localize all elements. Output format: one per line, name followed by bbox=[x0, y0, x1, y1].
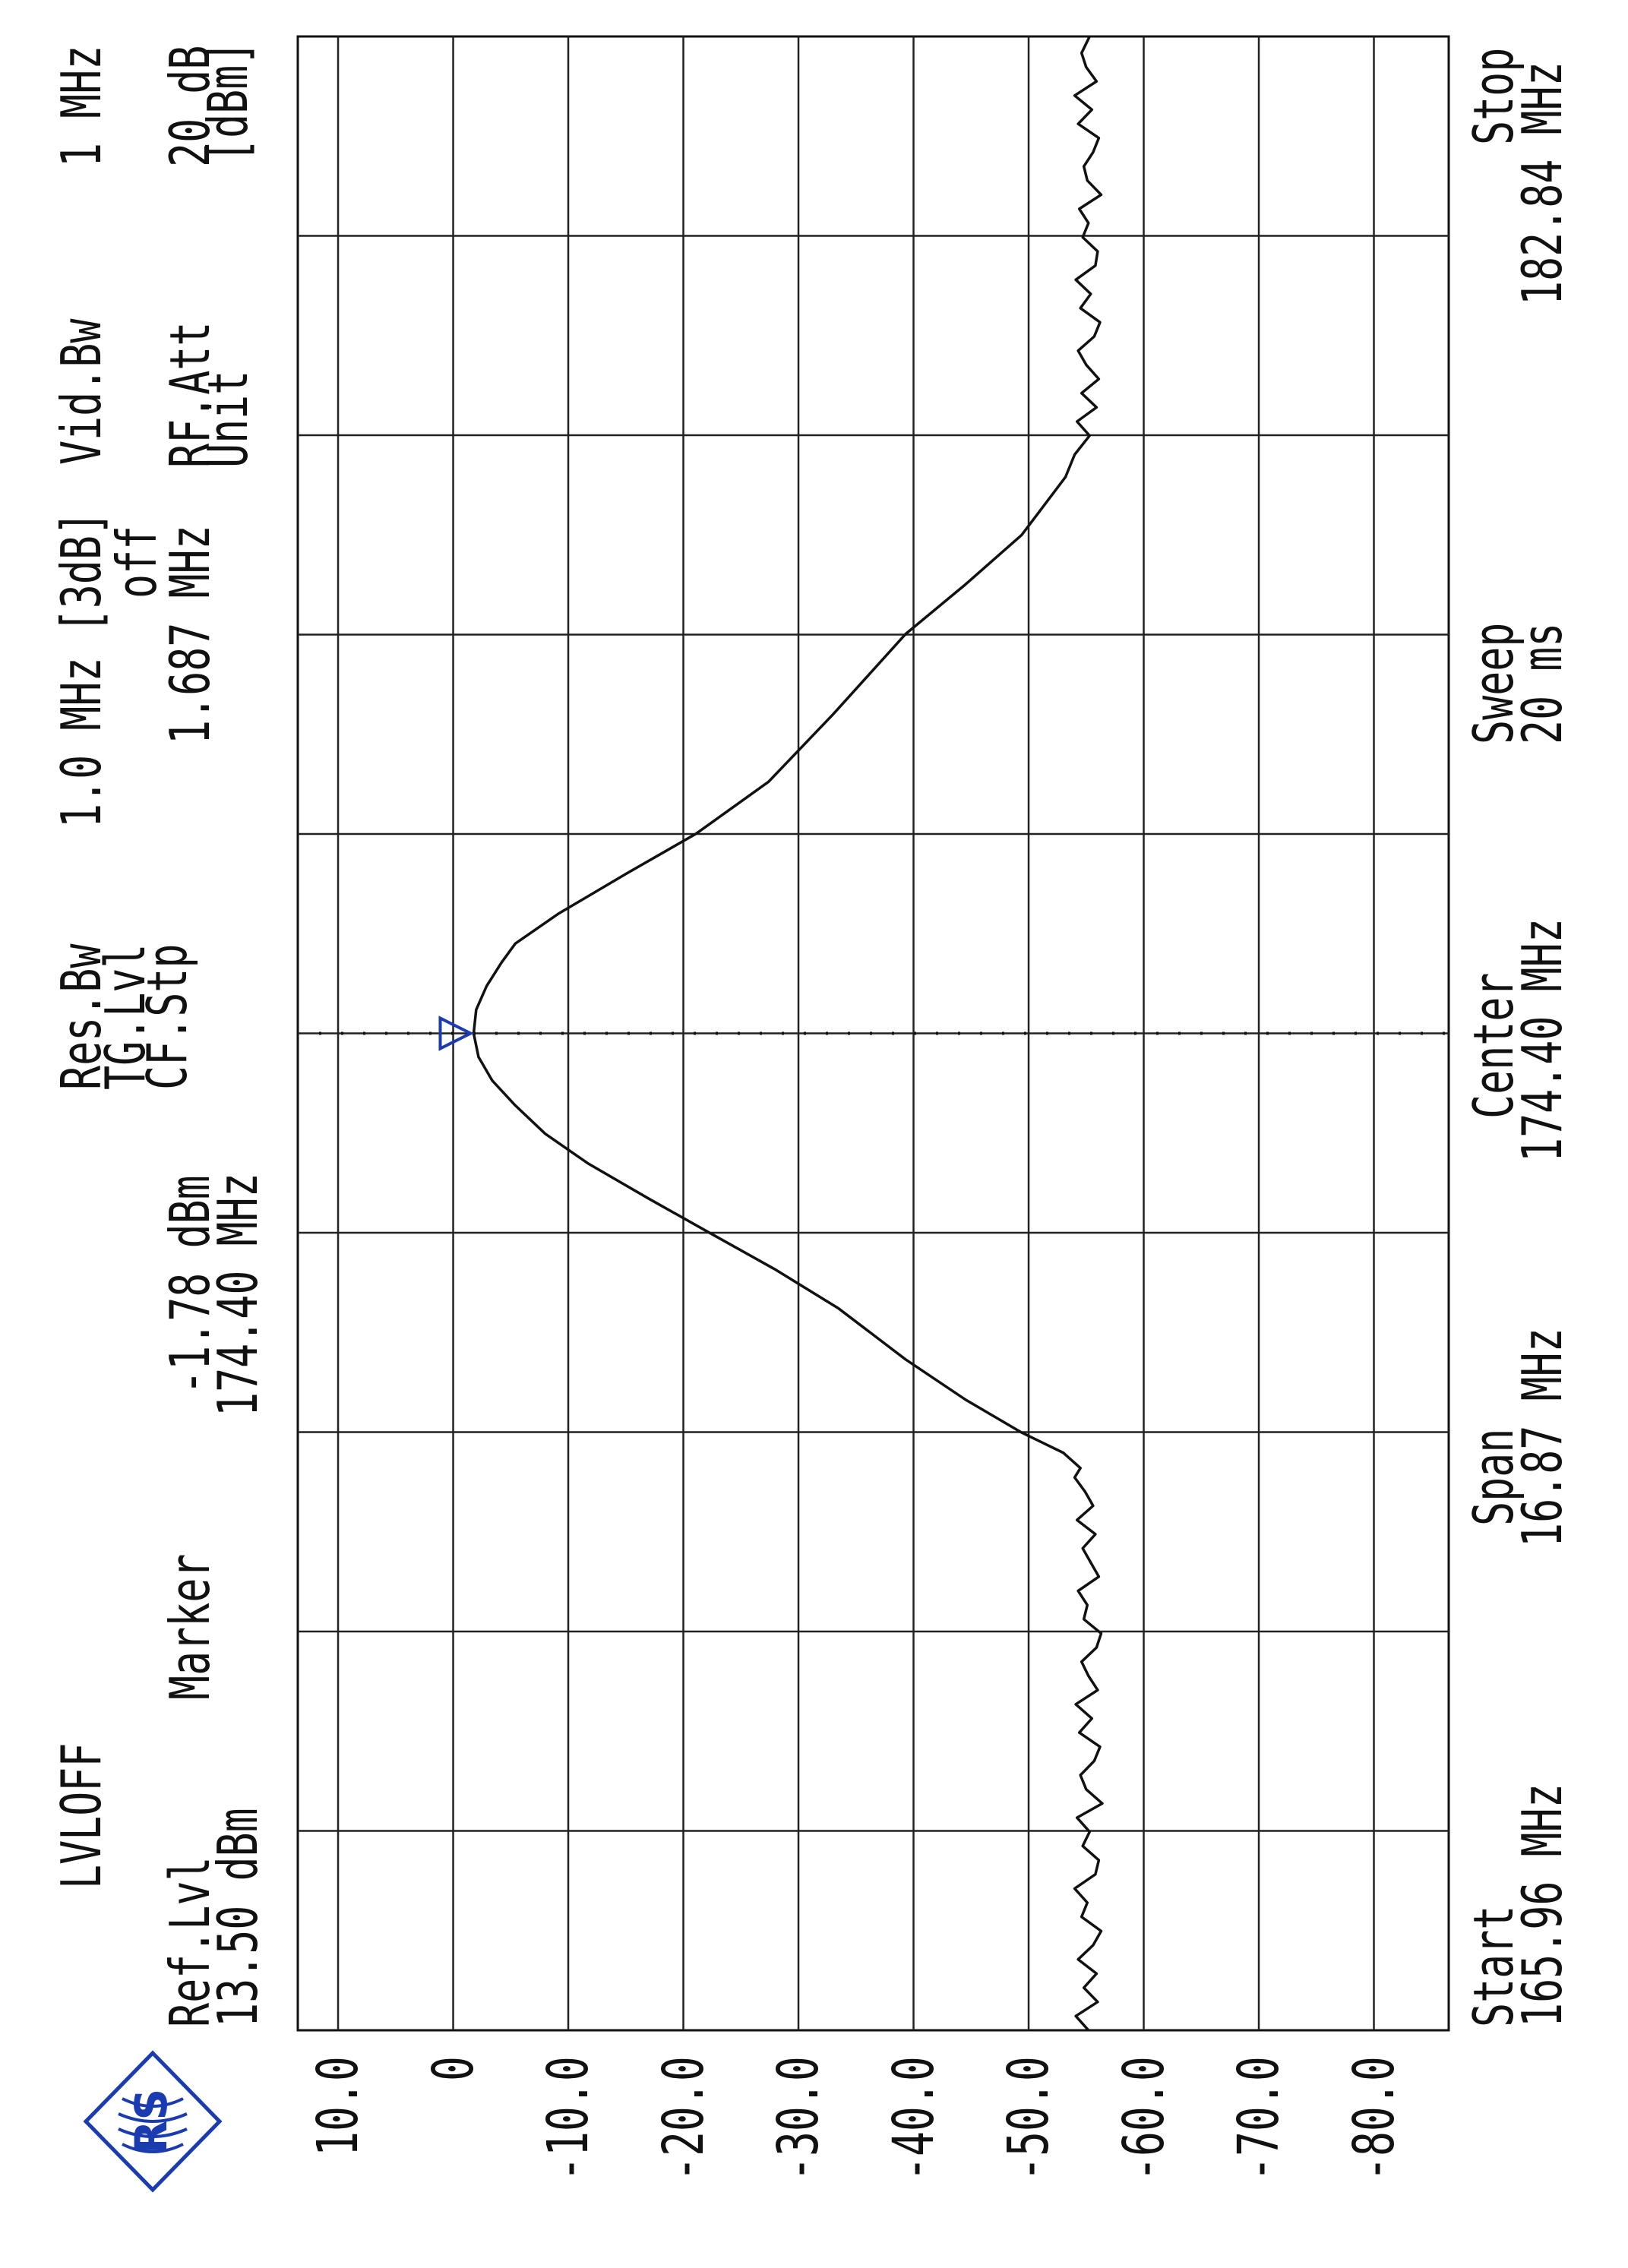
ref-lvl-value: 13.50 dBm bbox=[206, 1808, 270, 2027]
y-tick-label: 10.0 bbox=[305, 2055, 371, 2156]
y-tick-label: -20.0 bbox=[650, 2056, 716, 2182]
rs-logo: RS bbox=[83, 2050, 223, 2193]
center-label: Center bbox=[1462, 972, 1525, 1119]
start-label: Start bbox=[1462, 1905, 1525, 2027]
span-label: Span bbox=[1462, 1428, 1525, 1526]
y-tick-label: -10.0 bbox=[536, 2056, 602, 2182]
y-tick-label: -30.0 bbox=[766, 2056, 832, 2182]
res-bw-value: 1.0 MHz [3dB] bbox=[49, 510, 113, 828]
y-tick-label: -70.0 bbox=[1226, 2056, 1292, 2182]
cf-stp-label: CF.Stp bbox=[135, 943, 199, 1090]
vid-bw-label: Vid.Bw bbox=[49, 318, 113, 465]
start-value: 165.96 MHz bbox=[1510, 1783, 1574, 2027]
stop-value: 182.84 MHz bbox=[1510, 62, 1574, 305]
cf-stp-value: 1.687 MHz bbox=[158, 525, 222, 744]
vid-bw-value: 1 MHz bbox=[49, 45, 113, 168]
center-value: 174.40 MHz bbox=[1510, 918, 1574, 1162]
span-value: 16.87 MHz bbox=[1510, 1328, 1574, 1547]
y-tick-label: 0 bbox=[420, 2056, 486, 2082]
unit-label: Unit bbox=[196, 370, 260, 468]
svg-text:RS: RS bbox=[125, 2089, 177, 2154]
marker-triangle-icon bbox=[438, 1016, 474, 1051]
sweep-label: Sweep bbox=[1462, 622, 1525, 744]
lvloff-label: LVLOFF bbox=[49, 1742, 113, 1889]
tg-lvl-value: off bbox=[105, 525, 169, 599]
y-tick-label: -60.0 bbox=[1111, 2056, 1177, 2182]
grid bbox=[296, 35, 1450, 2032]
unit-value: [dBm] bbox=[196, 40, 260, 163]
stop-label: Stop bbox=[1462, 47, 1525, 146]
trace-line bbox=[472, 36, 1104, 2032]
marker-freq: 174.40 MHz bbox=[206, 1173, 270, 1417]
y-tick-label: -40.0 bbox=[880, 2056, 947, 2182]
marker-label: Marker bbox=[158, 1553, 222, 1700]
sweep-value: 20 ms bbox=[1510, 622, 1574, 744]
y-tick-label: -50.0 bbox=[996, 2056, 1062, 2182]
y-tick-label: -80.0 bbox=[1341, 2056, 1407, 2182]
